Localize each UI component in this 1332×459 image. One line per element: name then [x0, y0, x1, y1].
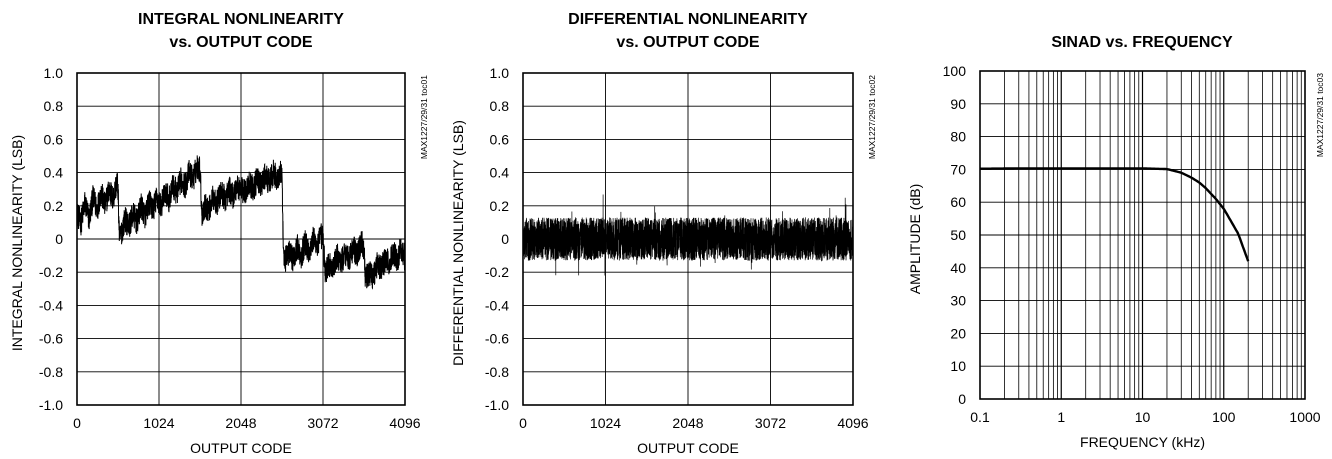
sinad-chart-panel: SINAD vs. FREQUENCY 100 90 80 70 60 50 40 30 20 10… [890, 0, 1332, 459]
y-tick-label: 10 [950, 358, 966, 374]
x-axis-label: FREQUENCY (kHz) [1080, 434, 1205, 450]
dnl-chart-panel: DIFFERENTIAL NONLINEARITY vs. OUTPUT CODE… [445, 0, 885, 459]
y-tick-label: -0.2 [485, 264, 509, 280]
chart-subtitle: vs. OUTPUT CODE [616, 34, 759, 51]
chart-subtitle: vs. OUTPUT CODE [169, 34, 312, 51]
y-tick-label: 1.0 [490, 65, 510, 81]
x-tick-label: 1024 [590, 415, 621, 431]
x-tick-label: 1024 [143, 415, 174, 431]
x-tick-label: 2048 [225, 415, 256, 431]
dnl-chart: DIFFERENTIAL NONLINEARITY vs. OUTPUT CODE… [450, 11, 877, 456]
y-tick-label: 80 [950, 129, 966, 145]
chart-id-label: MAX1227/29/31 toc01 [419, 75, 429, 159]
inl-series-line [76, 155, 406, 290]
y-tick-label: -0.6 [39, 331, 63, 347]
y-tick-label: -0.2 [39, 264, 63, 280]
y-tick-label: 0 [958, 391, 966, 407]
x-tick-label: 2048 [672, 415, 703, 431]
plot-frame [979, 70, 1306, 400]
y-tick-label: -1.0 [485, 397, 509, 413]
sinad-chart: SINAD vs. FREQUENCY100908070605040302010… [907, 34, 1325, 450]
y-tick-label: 30 [950, 293, 966, 309]
chart-title: INTEGRAL NONLINEARITY [138, 11, 344, 28]
y-tick-label: 0.8 [490, 98, 510, 114]
y-tick-label: 0.6 [44, 131, 64, 147]
inl-chart-panel: INTEGRAL NONLINEARITY vs. OUTPUT CODE 1.0 0… [0, 0, 440, 459]
x-tick-label: 4096 [389, 415, 420, 431]
y-tick-label: -0.8 [39, 364, 63, 380]
y-tick-label: 0.4 [490, 165, 510, 181]
x-tick-label: 0.1 [970, 409, 990, 425]
y-tick-label: 70 [950, 161, 966, 177]
inl-chart: INTEGRAL NONLINEARITY vs. OUTPUT CODE 1.0 0… [9, 11, 429, 456]
y-tick-label: 1.0 [44, 65, 64, 81]
plot-frame [522, 72, 854, 406]
y-tick-label: 0.8 [44, 98, 64, 114]
y-tick-label: 90 [950, 96, 966, 112]
y-tick-label: 0.6 [490, 131, 510, 147]
y-tick-label: -1.0 [39, 397, 63, 413]
y-tick-label: -0.4 [39, 297, 63, 313]
x-tick-label: 3072 [755, 415, 786, 431]
y-axis-label: AMPLITUDE (dB) [907, 184, 923, 294]
sinad-series-line [980, 167, 1250, 262]
y-tick-label: 100 [943, 63, 967, 79]
dnl-series-line [522, 194, 854, 276]
y-tick-label: 0 [501, 231, 509, 247]
chart-title: SINAD vs. FREQUENCY [1051, 34, 1233, 51]
x-tick-label: 100 [1212, 409, 1236, 425]
plot-frame [76, 72, 406, 406]
y-tick-label: -0.8 [485, 364, 509, 380]
y-tick-label: 20 [950, 325, 966, 341]
y-tick-label: 0.2 [44, 198, 64, 214]
y-tick-label: 0.4 [44, 165, 64, 181]
y-tick-label: 40 [950, 260, 966, 276]
x-tick-label: 10 [1135, 409, 1151, 425]
y-tick-label: 60 [950, 194, 966, 210]
x-tick-label: 0 [73, 415, 81, 431]
y-tick-label: 0.2 [490, 198, 510, 214]
y-tick-label: 0 [55, 231, 63, 247]
chart-id-label: MAX1227/29/31 toc03 [1315, 73, 1325, 157]
y-tick-label: -0.4 [485, 297, 509, 313]
y-axis-label: INTEGRAL NONLINEARITY (LSB) [9, 135, 25, 351]
x-tick-label: 0 [519, 415, 527, 431]
chart-title: DIFFERENTIAL NONLINEARITY [568, 11, 808, 28]
x-axis-label: OUTPUT CODE [190, 440, 292, 456]
y-tick-label: 50 [950, 227, 966, 243]
x-tick-label: 1000 [1289, 409, 1320, 425]
x-axis-label: OUTPUT CODE [637, 440, 739, 456]
chart-id-label: MAX1227/29/31 toc02 [867, 75, 877, 159]
x-tick-label: 1 [1057, 409, 1065, 425]
y-axis-label: DIFFERENTIAL NONLINEARITY (LSB) [450, 120, 466, 366]
x-tick-label: 3072 [307, 415, 338, 431]
x-tick-label: 4096 [837, 415, 868, 431]
y-tick-label: -0.6 [485, 331, 509, 347]
